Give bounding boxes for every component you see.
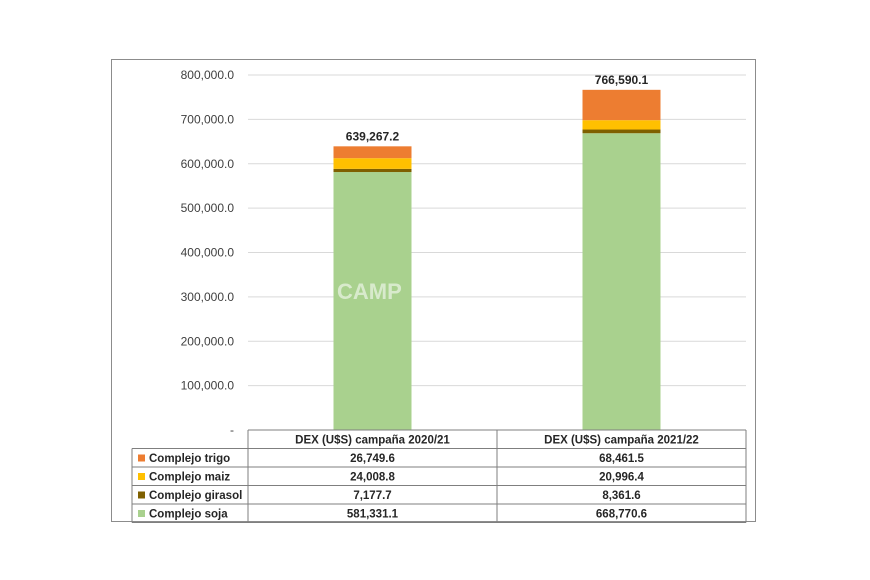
y-tick-label: 400,000.0	[181, 246, 235, 260]
y-tick-label: 800,000.0	[181, 68, 235, 82]
total-label: 639,267.2	[346, 129, 400, 143]
y-tick-label: -	[230, 423, 234, 437]
data-table: DEX (U$S) campaña 2020/21 DEX (U$S) campa…	[131, 429, 747, 523]
bar-segment	[582, 120, 661, 130]
bar-segment	[582, 133, 661, 431]
table-value: 26,749.6	[350, 453, 395, 465]
bar-segment	[582, 89, 661, 121]
table-value: 24,008.8	[350, 472, 395, 484]
series-label: Complejo maiz	[149, 472, 230, 484]
bar-segment	[333, 168, 412, 173]
chart-frame: CAMP - 100,000.0 200,000.0 300,000.0 400,000…	[111, 59, 756, 523]
table-value: 68,461.5	[599, 453, 644, 465]
y-tick-label: 300,000.0	[181, 290, 235, 304]
bar-segment	[333, 146, 412, 159]
bars	[333, 89, 661, 431]
series-label: Complejo trigo	[149, 453, 230, 465]
legend-key	[138, 454, 145, 462]
legend-key	[138, 510, 145, 517]
table-value: 7,177.7	[353, 490, 391, 502]
table-value: 8,361.6	[602, 490, 640, 502]
table-value: 20,996.4	[599, 472, 644, 484]
category-label: DEX (U$S) campaña 2021/22	[544, 435, 699, 447]
gridlines	[248, 74, 746, 387]
y-tick-label: 700,000.0	[181, 112, 235, 126]
y-tick-label: 600,000.0	[181, 157, 235, 171]
total-label: 766,590.1	[595, 73, 649, 87]
bar-segment	[333, 172, 412, 430]
y-tick-label: 500,000.0	[181, 201, 235, 215]
table-value: 581,331.1	[347, 509, 399, 521]
bar-segment	[333, 158, 412, 169]
labels: - 100,000.0 200,000.0 300,000.0 400,000.0 500…	[181, 68, 649, 437]
stacked-bar-chart: CAMP - 100,000.0 200,000.0 300,000.0 400,000…	[131, 68, 747, 523]
category-label: DEX (U$S) campaña 2020/21	[295, 435, 450, 447]
watermark: CAMP	[337, 279, 402, 304]
legend-key	[138, 491, 145, 499]
y-tick-label: 100,000.0	[181, 379, 235, 393]
series-label: Complejo girasol	[149, 490, 242, 502]
series-label: Complejo soja	[149, 509, 228, 521]
legend-key	[138, 473, 145, 480]
bar-segment	[582, 129, 661, 134]
y-tick-label: 200,000.0	[181, 334, 235, 348]
table-value: 668,770.6	[596, 509, 647, 521]
